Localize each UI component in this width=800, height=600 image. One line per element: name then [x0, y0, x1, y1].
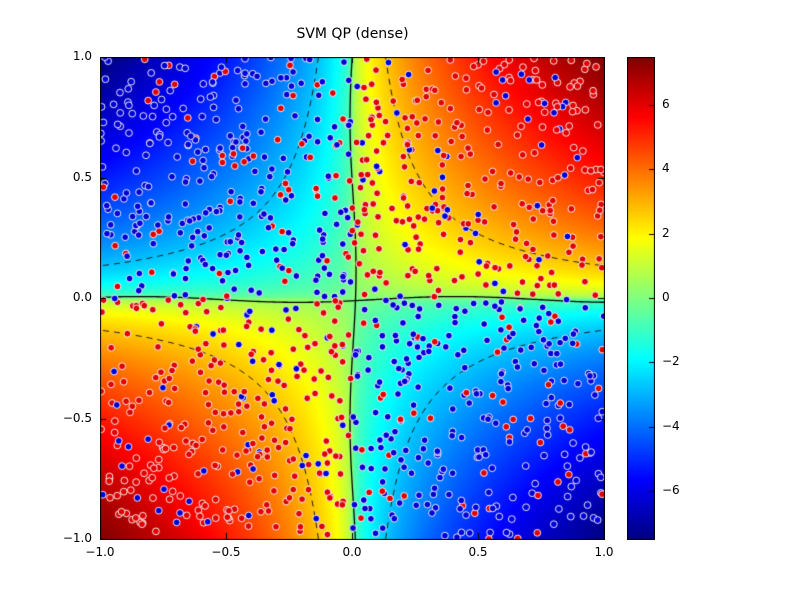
- x-tick-label: −1.0: [85, 545, 115, 559]
- colorbar-tick-label: 6: [662, 97, 670, 112]
- plot-canvas: [100, 57, 605, 540]
- colorbar-tick-label: −2: [662, 354, 680, 369]
- y-tick-label: −0.5: [62, 410, 92, 425]
- x-tick-label: 1.0: [594, 545, 614, 559]
- x-tick-label: −0.5: [211, 545, 241, 559]
- y-tick-label: −1.0: [62, 531, 92, 545]
- x-tick-label: 0.5: [468, 545, 488, 559]
- y-tick-label: 0.5: [72, 169, 92, 184]
- colorbar-tick-label: 2: [662, 225, 670, 240]
- y-tick-label: 0.0: [72, 290, 92, 304]
- plot-title: SVM QP (dense): [296, 26, 409, 42]
- x-tick-label: 0.0: [342, 545, 362, 559]
- colorbar-tick-label: 4: [662, 161, 670, 176]
- colorbar-tick-label: −4: [662, 418, 680, 433]
- colorbar-tick-label: 0: [662, 290, 670, 304]
- colorbar-tick-label: −6: [662, 482, 680, 497]
- colorbar-canvas: [627, 57, 655, 540]
- y-tick-label: 1.0: [72, 49, 92, 63]
